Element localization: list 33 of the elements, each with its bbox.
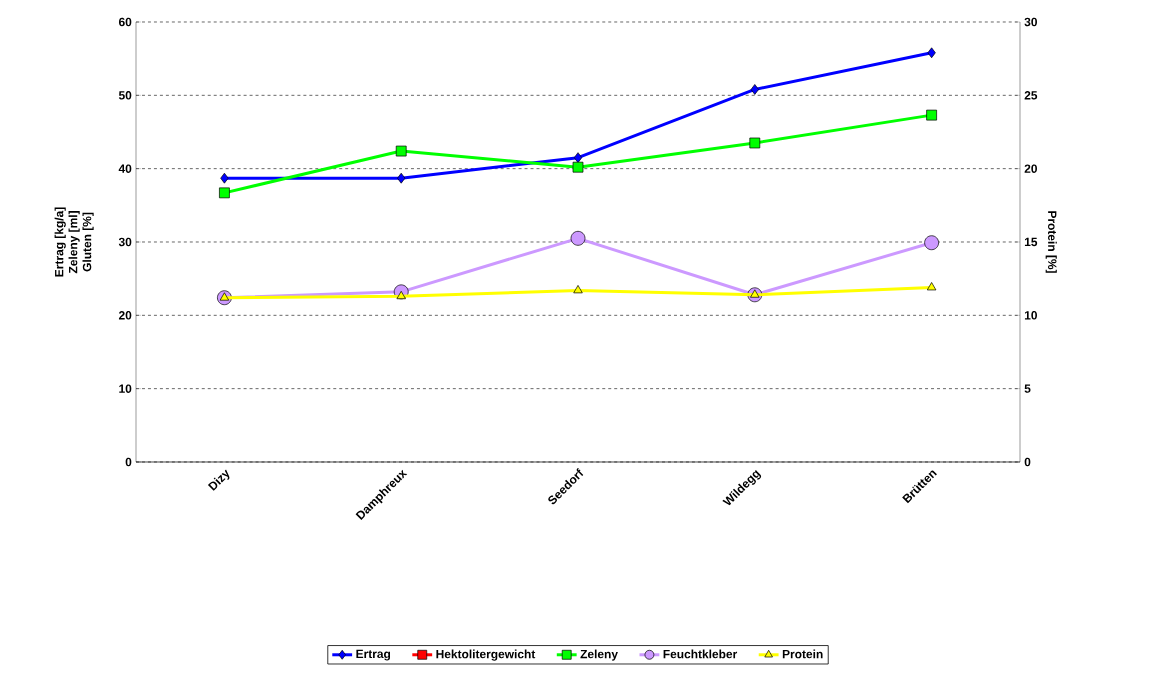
y-tick-label: 10 <box>119 384 132 393</box>
legend-label: Feuchtkleber <box>663 649 738 659</box>
y-tick-label: 60 <box>118 17 132 27</box>
legend-label: Protein <box>782 649 823 659</box>
point <box>750 84 759 95</box>
point <box>395 145 407 157</box>
point <box>573 152 583 163</box>
point <box>926 109 937 121</box>
y-tick-label: 20 <box>118 311 132 320</box>
legend-label: Zeleny <box>580 649 618 661</box>
y2-tick-label: 30 <box>1024 17 1037 27</box>
y2-tick-label: 25 <box>1024 91 1038 100</box>
point <box>572 161 584 173</box>
point <box>219 187 230 199</box>
point <box>570 230 586 246</box>
y2-tick-label: 20 <box>1024 164 1037 173</box>
y2-tick-label: 15 <box>1024 237 1038 247</box>
y-axis-title: Ertrag [kg/a] Zeleny [ml] Gluten [%] <box>54 207 94 277</box>
legend-label: Ertrag <box>356 649 391 661</box>
point <box>927 47 936 59</box>
y2-tick-label: 5 <box>1024 384 1031 393</box>
point <box>220 172 229 184</box>
legend-label: Hektolitergewicht <box>436 649 536 661</box>
y2-tick-label: 0 <box>1024 457 1031 467</box>
y2-axis-title: Protein [%] <box>1045 211 1057 273</box>
point <box>924 235 939 251</box>
point <box>397 172 406 184</box>
y-tick-label: 50 <box>118 91 132 100</box>
y2-tick-label: 10 <box>1024 311 1037 320</box>
point <box>749 137 761 149</box>
y-tick-label: 40 <box>118 164 132 173</box>
y-tick-label: 30 <box>118 237 132 247</box>
y-tick-label: 0 <box>125 457 132 467</box>
